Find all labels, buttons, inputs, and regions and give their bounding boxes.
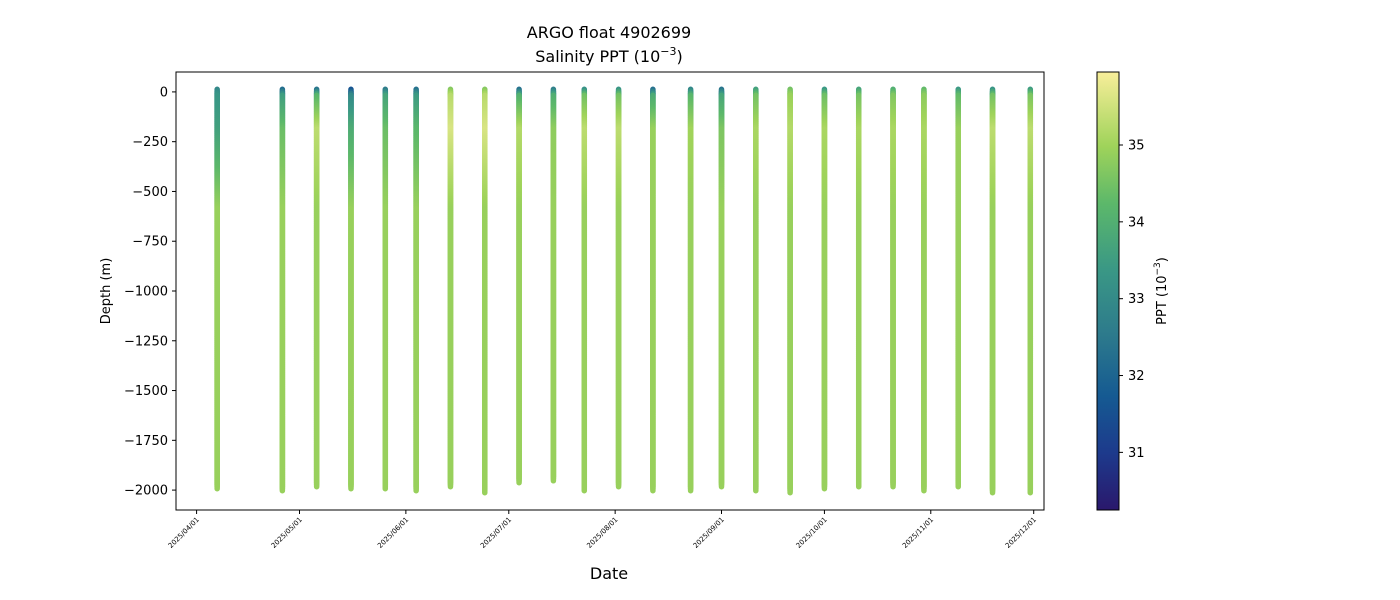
chart-title-line2: Salinity PPT (10−3) [535,45,683,66]
x-tick-label: 2025/12/01 [1004,516,1038,550]
y-axis-label: Depth (m) [99,258,114,325]
y-tick-label: −1750 [124,434,168,449]
chart-title-line2-text: Salinity PPT (10 [535,47,660,66]
x-tick-label: 2025/05/01 [270,516,304,550]
profiles-layer [214,86,1034,496]
chart-title-line2-close: ) [677,47,683,66]
colorbar-label-suffix: ) [1155,257,1170,262]
x-tick-label: 2025/04/01 [167,516,201,550]
x-axis: 2025/04/01 2025/05/01 2025/06/01 2025/07/01… [167,510,1038,550]
y-tick-label: −2000 [124,484,168,499]
colorbar-tick-label: 33 [1128,292,1145,307]
colorbar [1096,71,1120,511]
colorbar-label-exponent: −3 [1153,262,1163,275]
x-tick-label: 2025/07/01 [479,516,513,550]
plot-area [176,72,1044,510]
colorbar-tick-label: 32 [1128,369,1145,384]
chart-title-line2-exponent: −3 [660,45,676,58]
x-tick-label: 2025/06/01 [376,516,410,550]
colorbar-tick-label: 34 [1128,215,1145,230]
y-tick-label: −750 [132,235,168,250]
y-tick-label: −1500 [124,384,168,399]
colorbar-label-prefix: PPT (10 [1155,275,1170,324]
x-axis-label: Date [590,564,628,583]
colorbar-label: PPT (10−3) [1153,257,1170,325]
x-tick-label: 2025/08/01 [585,516,619,550]
y-tick-label: 0 [160,85,168,100]
y-tick-label: −1250 [124,334,168,349]
y-axis: 0 −250 −500 −750 −1000 −1250 −1500 −1750 −2000 [124,85,176,499]
x-tick-label: 2025/09/01 [692,516,726,550]
colorbar-tick-label: 31 [1128,446,1145,461]
chart-title-line1: ARGO float 4902699 [527,23,691,42]
y-tick-label: −1000 [124,285,168,300]
x-tick-label: 2025/10/01 [795,516,829,550]
y-tick-label: −500 [132,185,168,200]
y-tick-label: −250 [132,135,168,150]
colorbar-tick-label: 35 [1128,139,1145,154]
colorbar-ticks: 31 32 33 34 35 [1119,139,1145,461]
x-tick-label: 2025/11/01 [901,516,935,550]
